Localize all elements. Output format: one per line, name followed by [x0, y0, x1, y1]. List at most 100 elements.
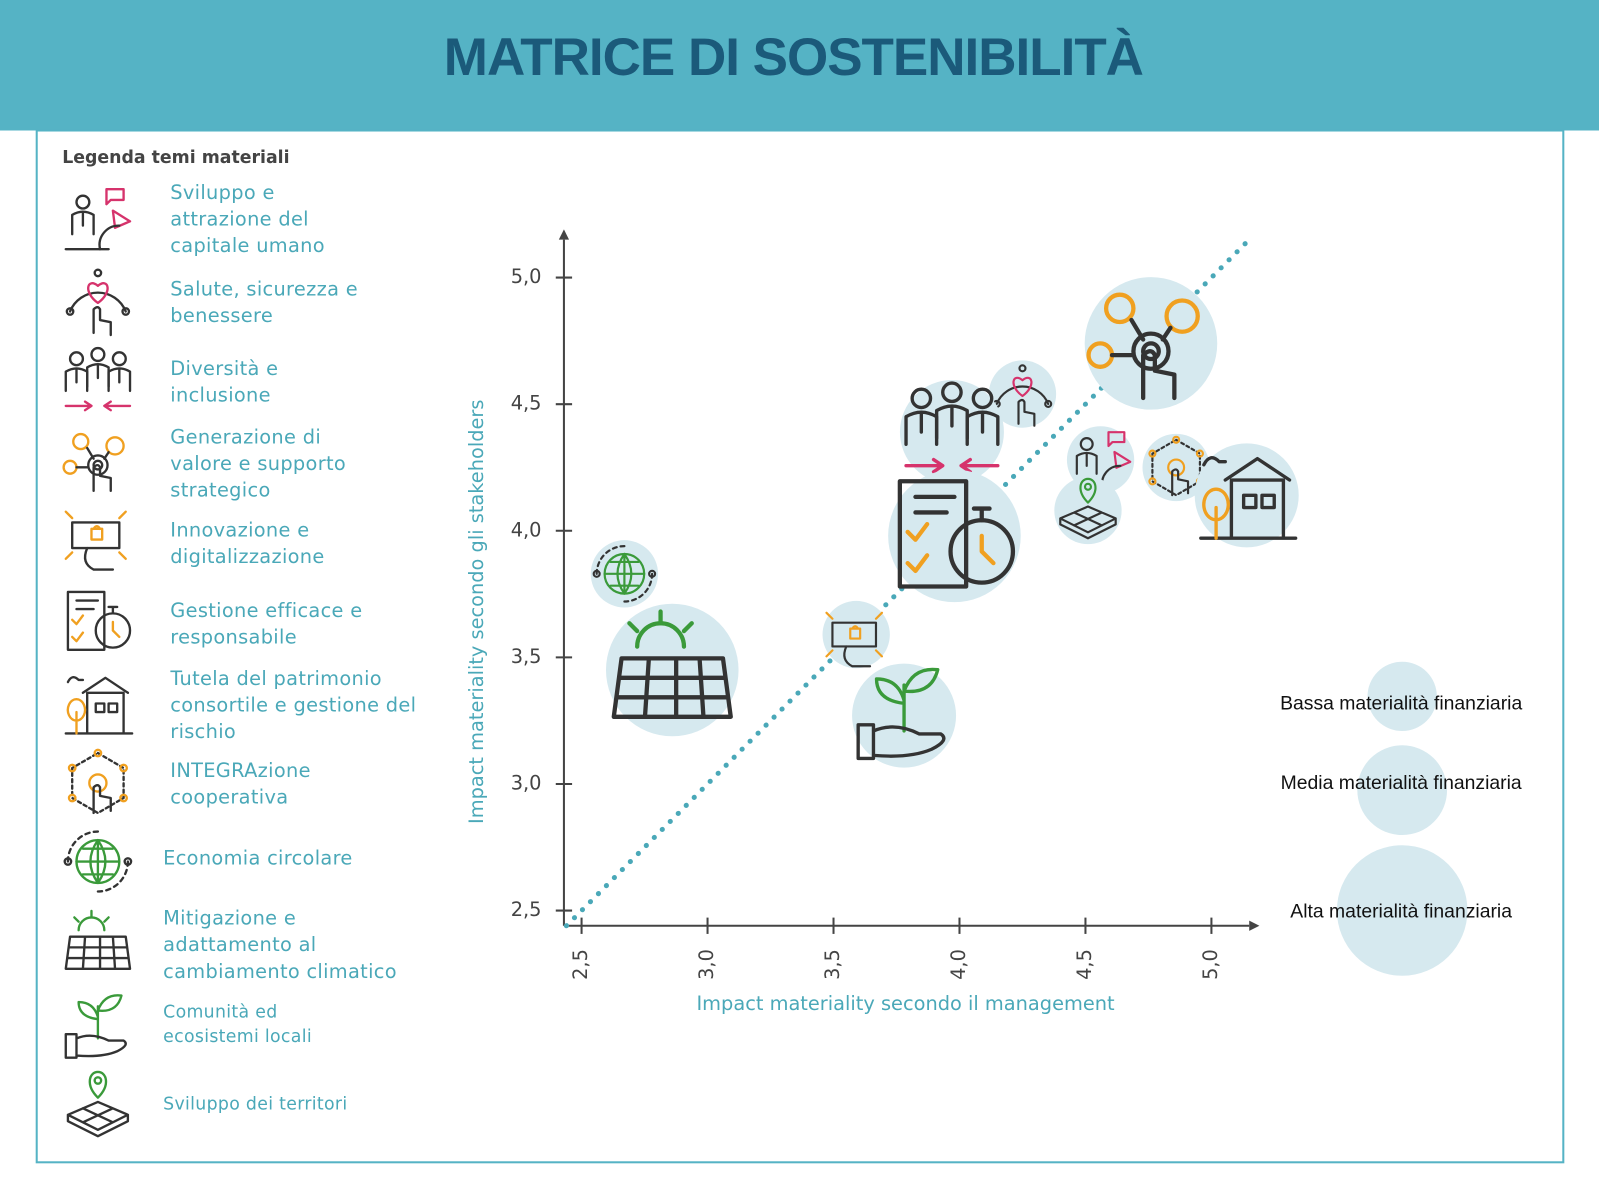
legend-label: Diversità e inclusione [170, 357, 279, 407]
icon-part [1199, 456, 1298, 540]
bubble [899, 380, 1004, 485]
legend-label: Comunità ed ecosistemi locali [163, 1002, 312, 1048]
icon-part [92, 306, 112, 337]
icon-part [93, 1076, 103, 1085]
icon-part [66, 698, 87, 735]
legend-label: Salute, sicurezza e benessere [170, 278, 358, 328]
icon-part [121, 307, 131, 316]
legend-item: Salute, sicurezza e benessere [170, 278, 358, 328]
legend-label: Mitigazione e adattamento al cambiamento… [163, 907, 397, 983]
size-legend-label: Alta materialità finanziaria [1290, 901, 1512, 923]
theme-legend: Sviluppo e attrazione del capitale umano… [163, 181, 416, 1115]
icon [64, 676, 134, 735]
size-legend-label: Media materialità finanziaria [1281, 772, 1522, 794]
y-axis-label: Impact materiality secondo gli stakehold… [465, 400, 488, 824]
icon-part [965, 410, 1000, 446]
icon-part [1172, 435, 1181, 444]
legend-label: Sviluppo dei territori [163, 1093, 348, 1115]
icon-part [75, 194, 91, 210]
x-axis-arrow [1249, 920, 1260, 931]
icon [64, 510, 127, 571]
icon-part [92, 783, 112, 815]
legend-label: Gestione efficace e responsabile [170, 599, 363, 649]
legend-label: Sviluppo e attrazione del capitale umano [170, 181, 325, 257]
icon-part [1103, 292, 1136, 325]
icon-part [1083, 482, 1093, 491]
size-legend-circle [1336, 845, 1468, 976]
icon-part [1151, 438, 1201, 497]
x-tick-label: 4,5 [1073, 949, 1096, 980]
size-legend-circle [1367, 661, 1437, 732]
icon-part [1148, 477, 1157, 486]
icon-part [67, 763, 77, 773]
icon-part [1141, 341, 1161, 362]
x-tick-label: 2,5 [569, 949, 592, 980]
icon-part [1131, 331, 1171, 371]
icon-part [71, 210, 95, 236]
icon-part [1107, 431, 1126, 448]
icon [62, 432, 125, 492]
icon-part [71, 521, 121, 550]
icon [1086, 292, 1200, 401]
icon-part [87, 282, 109, 305]
icon [64, 188, 132, 251]
y-tick-label: 4,0 [511, 518, 542, 541]
icon-part [595, 545, 654, 603]
legend-label: INTEGRAzione cooperativa [170, 759, 311, 809]
icon-part [105, 436, 125, 456]
icon [592, 545, 657, 603]
icon-part [1167, 458, 1186, 477]
icon-part [92, 459, 104, 471]
icon-part [111, 351, 127, 367]
icon-part [1018, 364, 1027, 373]
y-tick-label: 5,0 [511, 265, 542, 288]
x-tick-label: 3,0 [695, 949, 718, 980]
icon-part [107, 367, 132, 393]
icon-part [934, 404, 969, 440]
icon-part [64, 935, 132, 970]
icon-part [93, 748, 103, 758]
y-tick-label: 2,5 [511, 898, 542, 921]
legend-item: Sviluppo e attrazione del capitale umano [170, 181, 325, 257]
icon-part [111, 209, 132, 229]
x-axis-label: Impact materiality secondo il management [696, 992, 1115, 1015]
icon-part [93, 268, 103, 278]
icon-part [87, 454, 109, 476]
icon-part [62, 459, 78, 475]
icon-part [72, 432, 90, 451]
icon-part [64, 367, 89, 393]
icon-part [67, 793, 77, 803]
icon-part [1141, 349, 1177, 401]
icon [63, 830, 133, 893]
icon-part [64, 1032, 127, 1059]
icon-part [1059, 505, 1117, 540]
icon-part [1164, 298, 1200, 334]
icon-part [88, 1070, 108, 1099]
icon [66, 590, 132, 651]
legend-label: Generazione di valore e supporto strateg… [170, 426, 347, 502]
icon-part [1075, 451, 1098, 475]
icon-part [105, 188, 125, 206]
icon-part [1202, 456, 1227, 467]
icon [64, 994, 127, 1059]
size-legend-circle [1357, 745, 1448, 836]
bubble [1054, 476, 1122, 545]
icon-part [831, 621, 878, 648]
icon-part [904, 457, 1000, 474]
icon-part [1202, 487, 1230, 540]
icon-part [92, 463, 112, 492]
size-legend-label: Bassa materialità finanziaria [1280, 693, 1522, 715]
icon-part [1148, 449, 1157, 458]
icon-part [119, 763, 128, 773]
icon-part [1113, 450, 1132, 469]
bubble [822, 600, 890, 669]
icon-part [1012, 376, 1033, 398]
icon-part [64, 510, 127, 560]
icon-part [90, 525, 104, 541]
icon-part [66, 676, 85, 684]
legend-item: INTEGRAzione cooperativa [170, 759, 311, 809]
icon-part [897, 479, 969, 589]
icon-part [88, 773, 108, 793]
icon-part [627, 609, 694, 634]
